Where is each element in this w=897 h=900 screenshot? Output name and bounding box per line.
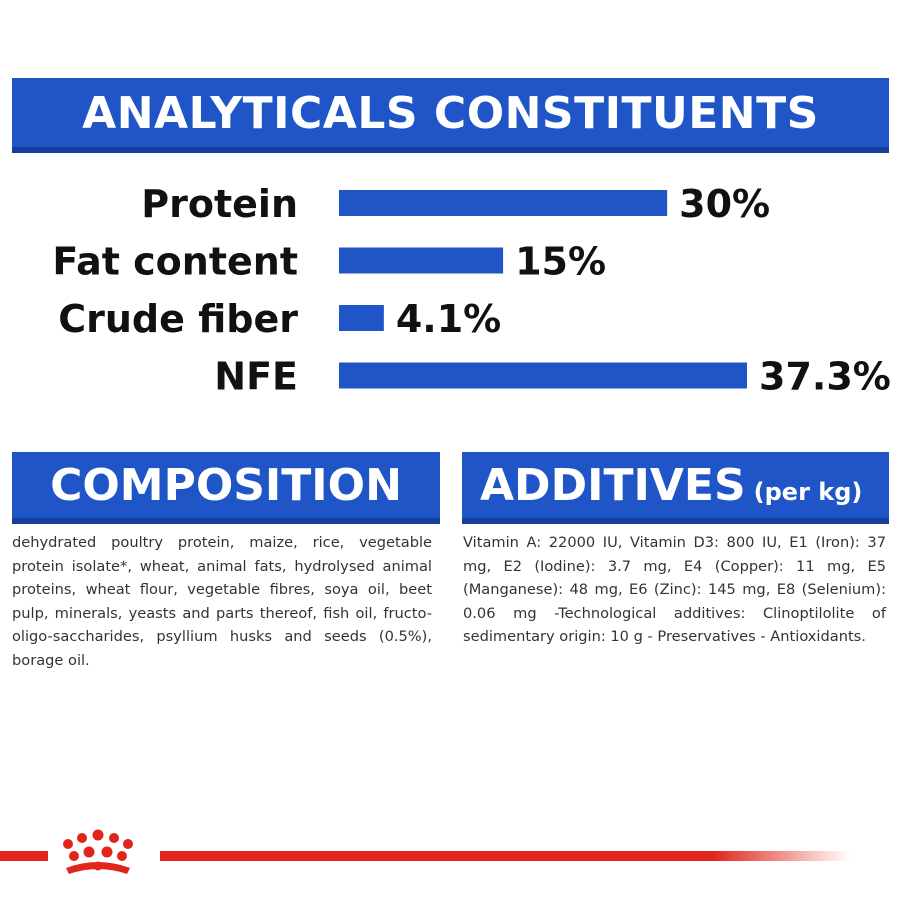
category-label: Fat content bbox=[52, 240, 298, 284]
category-label: Crude fiber bbox=[58, 297, 298, 341]
value-label: 30% bbox=[679, 182, 770, 226]
crown-icon bbox=[63, 829, 133, 874]
additives-title: ADDITIVES bbox=[480, 460, 746, 511]
category-label: Protein bbox=[141, 182, 298, 226]
additives-header: ADDITIVES (per kg) bbox=[462, 452, 889, 524]
footer-line-left bbox=[0, 851, 48, 861]
analytics-bar-chart: Protein 30% Fat content 15% Crude fiber 4.1% N… bbox=[52, 182, 891, 399]
composition-header: COMPOSITION bbox=[12, 452, 440, 524]
category-label: NFE bbox=[214, 355, 298, 399]
brand-footer bbox=[0, 829, 850, 874]
bar bbox=[339, 305, 384, 331]
additives-title-suffix: (per kg) bbox=[753, 478, 863, 506]
value-label: 4.1% bbox=[396, 297, 501, 341]
value-label: 37.3% bbox=[759, 355, 891, 399]
bar bbox=[339, 247, 504, 274]
analytics-header: ANALYTICALS CONSTITUENTS bbox=[12, 78, 889, 153]
composition-text: dehydrated poultry protein, maize, rice,… bbox=[12, 534, 432, 669]
bar bbox=[339, 190, 668, 216]
bar bbox=[339, 362, 747, 389]
value-label: 15% bbox=[515, 240, 606, 284]
additives-text: Vitamin A: 22000 IU, Vitamin D3: 800 IU,… bbox=[463, 534, 886, 646]
footer-line-right bbox=[160, 851, 850, 861]
